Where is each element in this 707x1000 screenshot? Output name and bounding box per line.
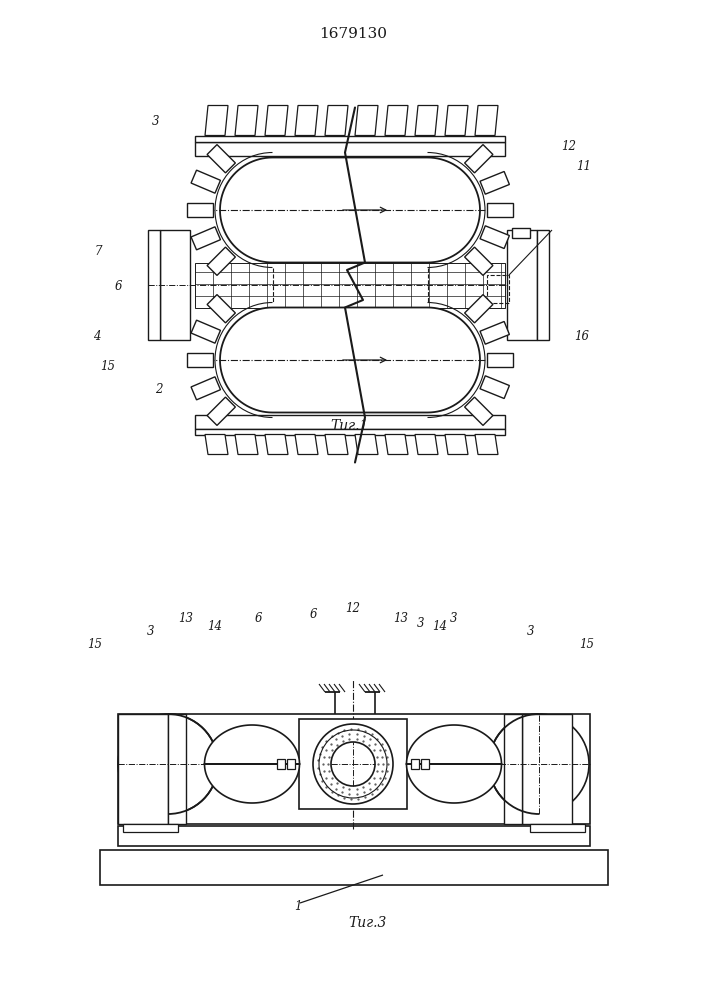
Polygon shape bbox=[191, 377, 221, 400]
Bar bbox=[530, 824, 585, 832]
Circle shape bbox=[489, 714, 589, 814]
Polygon shape bbox=[191, 227, 221, 250]
Polygon shape bbox=[475, 434, 498, 454]
Bar bbox=[118, 826, 590, 846]
Polygon shape bbox=[487, 353, 513, 367]
Text: 16: 16 bbox=[574, 330, 589, 343]
Bar bbox=[522, 714, 572, 824]
Polygon shape bbox=[415, 105, 438, 135]
Polygon shape bbox=[235, 434, 258, 454]
Bar bbox=[195, 414, 505, 428]
Bar bbox=[168, 714, 186, 824]
Polygon shape bbox=[220, 308, 480, 412]
Bar bbox=[287, 759, 295, 769]
Bar bbox=[411, 759, 419, 769]
Polygon shape bbox=[355, 434, 378, 454]
Text: 6: 6 bbox=[255, 612, 262, 625]
Polygon shape bbox=[464, 397, 493, 425]
Bar bbox=[421, 759, 429, 769]
Polygon shape bbox=[191, 170, 221, 193]
Bar bbox=[277, 759, 285, 769]
Text: 15: 15 bbox=[100, 360, 115, 373]
Bar bbox=[487, 275, 509, 303]
Text: 3: 3 bbox=[152, 115, 160, 128]
Polygon shape bbox=[415, 434, 438, 454]
Text: 3: 3 bbox=[147, 625, 155, 638]
Polygon shape bbox=[385, 105, 408, 135]
Text: 3: 3 bbox=[527, 625, 534, 638]
Polygon shape bbox=[464, 247, 493, 275]
Text: 13: 13 bbox=[393, 612, 408, 625]
Text: 15: 15 bbox=[579, 638, 594, 651]
Text: 1679130: 1679130 bbox=[319, 27, 387, 41]
Bar bbox=[100, 850, 608, 885]
Bar bbox=[504, 714, 522, 824]
Polygon shape bbox=[265, 105, 288, 135]
Polygon shape bbox=[187, 353, 213, 367]
Bar bbox=[148, 230, 160, 340]
Polygon shape bbox=[445, 105, 468, 135]
Polygon shape bbox=[325, 434, 348, 454]
Text: 2: 2 bbox=[155, 383, 163, 396]
Text: 12: 12 bbox=[561, 140, 576, 153]
Bar bbox=[507, 230, 537, 340]
Bar bbox=[299, 719, 407, 809]
Text: 15: 15 bbox=[87, 638, 102, 651]
Text: 14: 14 bbox=[432, 620, 447, 633]
Text: 12: 12 bbox=[345, 602, 360, 615]
Text: Τиг.1: Τиг.1 bbox=[330, 419, 368, 433]
Bar bbox=[195, 262, 505, 308]
Polygon shape bbox=[187, 203, 213, 217]
Polygon shape bbox=[207, 295, 235, 323]
Polygon shape bbox=[464, 145, 493, 173]
Polygon shape bbox=[480, 321, 510, 344]
Bar bbox=[118, 714, 590, 824]
Text: 1: 1 bbox=[294, 900, 301, 913]
Polygon shape bbox=[407, 725, 501, 803]
Polygon shape bbox=[207, 145, 235, 173]
Polygon shape bbox=[205, 105, 228, 135]
Polygon shape bbox=[480, 226, 510, 249]
Bar bbox=[118, 714, 168, 824]
Polygon shape bbox=[220, 157, 480, 262]
Bar bbox=[123, 824, 178, 832]
Text: 3: 3 bbox=[417, 617, 424, 630]
Polygon shape bbox=[475, 105, 498, 135]
Polygon shape bbox=[295, 105, 318, 135]
Polygon shape bbox=[480, 171, 510, 194]
Text: 13: 13 bbox=[178, 612, 193, 625]
Circle shape bbox=[331, 742, 375, 786]
Polygon shape bbox=[265, 434, 288, 454]
Text: 6: 6 bbox=[310, 608, 317, 621]
Polygon shape bbox=[464, 295, 493, 323]
Text: 14: 14 bbox=[207, 620, 222, 633]
Bar bbox=[195, 141, 505, 155]
Polygon shape bbox=[445, 434, 468, 454]
Polygon shape bbox=[295, 434, 318, 454]
Text: 6: 6 bbox=[115, 280, 122, 293]
Bar bbox=[537, 230, 549, 340]
Polygon shape bbox=[385, 434, 408, 454]
Text: Τиг.3: Τиг.3 bbox=[348, 916, 386, 930]
Polygon shape bbox=[207, 247, 235, 275]
Polygon shape bbox=[487, 203, 513, 217]
Polygon shape bbox=[480, 376, 510, 399]
Text: 4: 4 bbox=[93, 330, 100, 343]
Polygon shape bbox=[355, 105, 378, 135]
Polygon shape bbox=[325, 105, 348, 135]
Polygon shape bbox=[204, 725, 300, 803]
Bar bbox=[512, 228, 530, 238]
Bar bbox=[160, 230, 190, 340]
Polygon shape bbox=[207, 397, 235, 425]
Text: 3: 3 bbox=[450, 612, 457, 625]
Polygon shape bbox=[191, 320, 221, 343]
Bar bbox=[195, 428, 505, 434]
Text: 7: 7 bbox=[95, 245, 103, 258]
Text: 11: 11 bbox=[576, 160, 591, 173]
Polygon shape bbox=[205, 434, 228, 454]
Polygon shape bbox=[235, 105, 258, 135]
Circle shape bbox=[118, 714, 218, 814]
Bar bbox=[195, 135, 505, 141]
